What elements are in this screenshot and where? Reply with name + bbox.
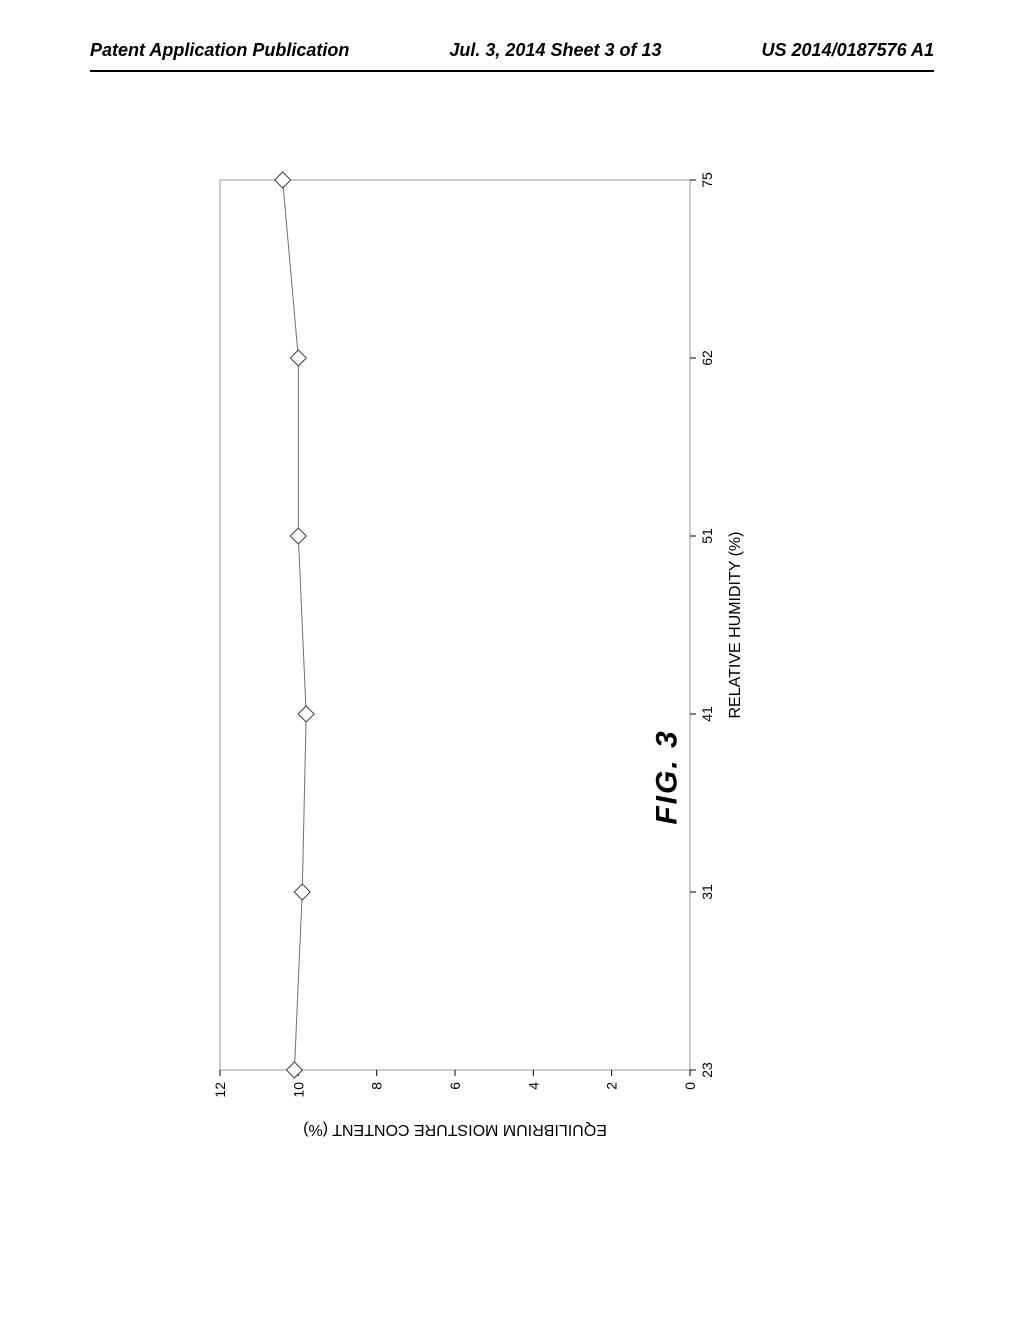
svg-text:12: 12: [212, 1082, 228, 1098]
header-left: Patent Application Publication: [90, 40, 349, 61]
svg-text:62: 62: [699, 350, 715, 366]
svg-text:31: 31: [699, 884, 715, 900]
header-right: US 2014/0187576 A1: [762, 40, 934, 61]
page-header: Patent Application Publication Jul. 3, 2…: [0, 40, 1024, 61]
figure-label: FIG. 3: [651, 729, 685, 824]
figure-area: 0 2 4 6 8 10 12 23 31 41 51 62 75 EQUILIBRIUM MOISTUR…: [200, 160, 800, 1160]
svg-text:2: 2: [604, 1082, 620, 1090]
svg-text:6: 6: [447, 1082, 463, 1090]
header-rule: [90, 70, 934, 72]
chart-plot-group: 0 2 4 6 8 10 12 23 31 41 51 62 75 EQUILIBRIUM MOISTUR…: [212, 172, 744, 1138]
svg-text:51: 51: [699, 528, 715, 544]
svg-text:RELATIVE HUMIDITY (%): RELATIVE HUMIDITY (%): [727, 532, 744, 719]
svg-text:8: 8: [369, 1082, 385, 1090]
chart-svg: 0 2 4 6 8 10 12 23 31 41 51 62 75 EQUILIBRIUM MOISTUR…: [200, 160, 800, 1160]
svg-text:41: 41: [699, 706, 715, 722]
svg-text:4: 4: [525, 1082, 541, 1090]
svg-text:23: 23: [699, 1062, 715, 1078]
svg-text:75: 75: [699, 172, 715, 188]
svg-text:EQUILIBRIUM MOISTURE CONTENT (: EQUILIBRIUM MOISTURE CONTENT (%): [303, 1121, 607, 1138]
header-center: Jul. 3, 2014 Sheet 3 of 13: [449, 40, 661, 61]
svg-text:10: 10: [290, 1082, 306, 1098]
svg-text:0: 0: [682, 1082, 698, 1090]
